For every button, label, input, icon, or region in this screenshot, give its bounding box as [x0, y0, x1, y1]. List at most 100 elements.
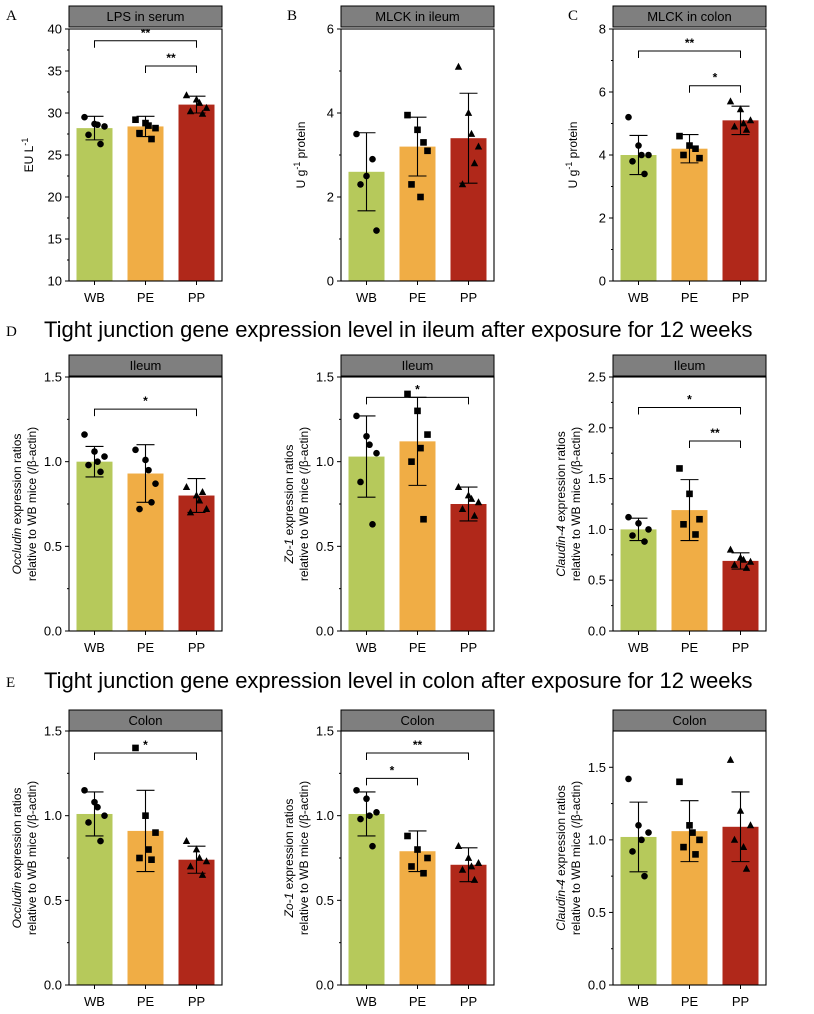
- panel-header-label: Colon: [673, 713, 707, 728]
- y-tick-label: 1.5: [588, 471, 606, 486]
- error-bar-PP: [731, 791, 750, 863]
- data-point-PP: [192, 491, 201, 499]
- y-tick-label: 0.5: [44, 893, 62, 908]
- y-tick-label: 30: [48, 106, 62, 121]
- panel-header-label: Colon: [401, 713, 435, 728]
- data-point-WB: [81, 113, 88, 121]
- panel-letter-A: A: [6, 8, 17, 24]
- y-tick-label: 0.5: [44, 539, 62, 554]
- data-point-PP: [202, 857, 211, 865]
- data-point-PP: [454, 842, 463, 850]
- data-point-WB: [85, 131, 92, 139]
- panel-header-label: LPS in serum: [106, 9, 184, 24]
- significance-bracket: *: [689, 71, 741, 93]
- y-tick-label: 6: [599, 85, 606, 100]
- significance-label: **: [141, 26, 151, 40]
- y-axis-label-line2: relative to WB mice (/β-actin): [569, 427, 583, 581]
- panel-header-box: [612, 5, 767, 28]
- data-point-PE: [152, 829, 159, 836]
- panel-letter-D-inline: D: [6, 324, 17, 340]
- significance-label: *: [143, 738, 148, 752]
- data-point-PP: [195, 853, 204, 861]
- y-tick-label: 2.5: [588, 370, 606, 385]
- x-tick-label-PP: PP: [188, 290, 205, 305]
- data-point-PP: [458, 865, 467, 873]
- x-tick-label-PE: PE: [681, 994, 699, 1009]
- significance-label: *: [415, 382, 420, 396]
- data-point-PE: [408, 458, 415, 465]
- error-bar-PE: [136, 789, 155, 873]
- data-point-PP: [454, 62, 463, 70]
- y-tick-label: 1.0: [588, 832, 606, 847]
- bar-WB: [348, 813, 385, 985]
- data-point-WB: [629, 848, 636, 855]
- significance-label: **: [685, 36, 695, 50]
- chart-A: LPS in serum A 10 15 20 25 30 35 40 WB PE PP EU L-1 *…: [6, 5, 223, 305]
- significance-label: *: [390, 763, 395, 777]
- y-tick-label: 1.5: [316, 370, 334, 385]
- error-bar-WB: [357, 132, 376, 212]
- data-point-PP: [746, 557, 755, 565]
- chart-B: MLCK in ileum B 0 2 4 6 WB PE PP U g-1 protein: [287, 5, 495, 305]
- x-tick-label-PE: PE: [681, 640, 699, 655]
- x-tick-label-WB: WB: [356, 290, 377, 305]
- y-axis-label: Zo-1 expression ratios: [282, 445, 296, 565]
- data-point-PE: [136, 505, 143, 513]
- y-axis-label: U g-1 protein: [564, 122, 580, 189]
- data-point-PE: [676, 465, 683, 472]
- bar-PE: [399, 851, 436, 985]
- y-tick-label: 0.5: [588, 573, 606, 588]
- data-point-WB: [81, 786, 88, 794]
- x-tick-label-PP: PP: [188, 640, 205, 655]
- data-point-WB: [645, 151, 652, 159]
- panel-header-box: [340, 5, 495, 28]
- data-point-PP: [470, 875, 479, 883]
- significance-bracket: *: [94, 738, 197, 761]
- y-tick-label: 1.0: [44, 808, 62, 823]
- data-point-PE: [686, 142, 693, 149]
- y-tick-label: 10: [48, 274, 62, 289]
- bar-PP: [722, 560, 759, 631]
- y-tick-label: 0.0: [44, 978, 62, 993]
- y-tick-label: 0.0: [316, 624, 334, 639]
- data-point-WB: [97, 140, 104, 148]
- x-tick-label-WB: WB: [628, 290, 649, 305]
- data-point-WB: [629, 532, 636, 539]
- data-point-WB: [641, 872, 648, 880]
- data-point-PE: [145, 122, 152, 129]
- significance-bracket: *: [94, 394, 197, 417]
- x-tick-label-PP: PP: [460, 640, 477, 655]
- data-point-WB: [94, 458, 101, 465]
- data-point-PE: [686, 822, 693, 829]
- y-axis-label-line2: relative to WB mice (/β-actin): [569, 781, 583, 935]
- data-point-PP: [730, 835, 739, 843]
- y-axis-label-line2: relative to WB mice (/β-actin): [297, 781, 311, 935]
- data-point-PP: [742, 864, 751, 872]
- data-point-PP: [726, 97, 735, 105]
- bar-PP: [178, 104, 215, 281]
- y-tick-label: 1.5: [44, 370, 62, 385]
- y-tick-label: 0.0: [588, 624, 606, 639]
- data-point-PP: [474, 142, 483, 150]
- data-point-WB: [353, 130, 360, 138]
- data-point-PE: [676, 778, 683, 786]
- data-point-PE: [417, 444, 424, 452]
- data-point-WB: [369, 521, 376, 528]
- data-point-PP: [474, 498, 483, 506]
- data-point-PE: [686, 490, 693, 498]
- y-tick-label: 1.0: [316, 808, 334, 823]
- bar-PP: [450, 864, 487, 985]
- data-point-PE: [424, 854, 431, 862]
- data-point-PE: [148, 135, 155, 143]
- data-point-PE: [404, 832, 411, 840]
- data-point-PP: [192, 95, 201, 103]
- data-point-PE: [417, 193, 424, 201]
- y-tick-label: 2.0: [588, 420, 606, 435]
- chart-D2: Ileum 0.0 0.5 1.0 1.5 WB PE PP Zo-1 expression r…: [282, 354, 495, 655]
- y-tick-label: 1.5: [588, 760, 606, 775]
- data-point-PP: [742, 563, 751, 571]
- x-tick-label-PP: PP: [460, 994, 477, 1009]
- bar-PE: [127, 126, 164, 281]
- x-tick-label-WB: WB: [356, 994, 377, 1009]
- data-point-PP: [726, 545, 735, 553]
